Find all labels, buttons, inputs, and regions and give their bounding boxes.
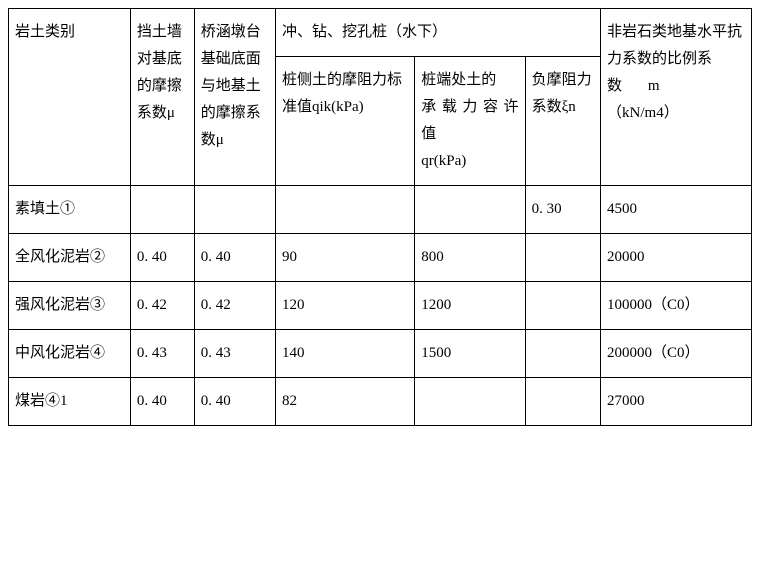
header-neg-friction: 负摩阻力系数ξn: [525, 57, 600, 186]
geotechnical-table: 岩土类别 挡土墙对基底的摩擦系数μ 桥涵墩台基础底面与地基土的摩擦系数μ 冲、钻…: [8, 8, 752, 426]
cell-lateral: 200000（C0）: [601, 330, 752, 378]
cell-side: 82: [275, 378, 414, 426]
cell-wall: 0. 40: [130, 234, 194, 282]
cell-type: 中风化泥岩④: [9, 330, 131, 378]
cell-end: 1200: [415, 282, 525, 330]
header-side-friction: 桩侧土的摩阻力标准值qik(kPa): [275, 57, 414, 186]
header-lateral-coef-label: 数: [607, 78, 628, 94]
cell-neg: [525, 234, 600, 282]
cell-end: [415, 186, 525, 234]
header-lateral-coef-text: 非岩石类地基水平抗力系数的比例系: [607, 24, 742, 67]
table-row: 强风化泥岩③ 0. 42 0. 42 120 1200 100000（C0）: [9, 282, 752, 330]
cell-foundation: 0. 40: [194, 378, 275, 426]
table-row: 全风化泥岩② 0. 40 0. 40 90 800 20000: [9, 234, 752, 282]
header-pile-group: 冲、钻、挖孔桩（水下）: [275, 9, 600, 57]
header-end-bearing: 桩端处土的 承载力容许 值 qr(kPa): [415, 57, 525, 186]
table-row: 中风化泥岩④ 0. 43 0. 43 140 1500 200000（C0）: [9, 330, 752, 378]
cell-foundation: 0. 43: [194, 330, 275, 378]
header-wall-friction: 挡土墙对基底的摩擦系数μ: [130, 9, 194, 186]
cell-type: 煤岩④1: [9, 378, 131, 426]
cell-neg: [525, 282, 600, 330]
header-lateral-coef: 非岩石类地基水平抗力系数的比例系数 m （kN/m4）: [601, 9, 752, 186]
header-rock-type: 岩土类别: [9, 9, 131, 186]
header-lateral-coef-m: m: [648, 78, 660, 94]
header-end-bearing-text2: 承载力容许: [421, 94, 518, 121]
header-foundation-friction: 桥涵墩台基础底面与地基土的摩擦系数μ: [194, 9, 275, 186]
table-row: 煤岩④1 0. 40 0. 40 82 27000: [9, 378, 752, 426]
cell-foundation: 0. 42: [194, 282, 275, 330]
cell-end: 800: [415, 234, 525, 282]
cell-end: 1500: [415, 330, 525, 378]
header-lateral-coef-unit: （kN/m4）: [607, 105, 679, 121]
cell-type: 强风化泥岩③: [9, 282, 131, 330]
cell-lateral: 20000: [601, 234, 752, 282]
cell-side: [275, 186, 414, 234]
cell-type: 全风化泥岩②: [9, 234, 131, 282]
cell-foundation: [194, 186, 275, 234]
cell-wall: 0. 43: [130, 330, 194, 378]
cell-wall: [130, 186, 194, 234]
cell-neg: 0. 30: [525, 186, 600, 234]
cell-type: 素填土①: [9, 186, 131, 234]
cell-lateral: 100000（C0）: [601, 282, 752, 330]
header-row-1: 岩土类别 挡土墙对基底的摩擦系数μ 桥涵墩台基础底面与地基土的摩擦系数μ 冲、钻…: [9, 9, 752, 57]
header-end-bearing-text1: 桩端处土的: [421, 72, 496, 88]
cell-side: 90: [275, 234, 414, 282]
cell-lateral: 27000: [601, 378, 752, 426]
cell-neg: [525, 378, 600, 426]
cell-foundation: 0. 40: [194, 234, 275, 282]
cell-lateral: 4500: [601, 186, 752, 234]
header-end-bearing-unit2: qr(kPa): [421, 153, 466, 169]
table-row: 素填土① 0. 30 4500: [9, 186, 752, 234]
cell-wall: 0. 42: [130, 282, 194, 330]
cell-wall: 0. 40: [130, 378, 194, 426]
cell-side: 120: [275, 282, 414, 330]
cell-side: 140: [275, 330, 414, 378]
cell-end: [415, 378, 525, 426]
cell-neg: [525, 330, 600, 378]
header-end-bearing-unit1: 值: [421, 126, 436, 142]
